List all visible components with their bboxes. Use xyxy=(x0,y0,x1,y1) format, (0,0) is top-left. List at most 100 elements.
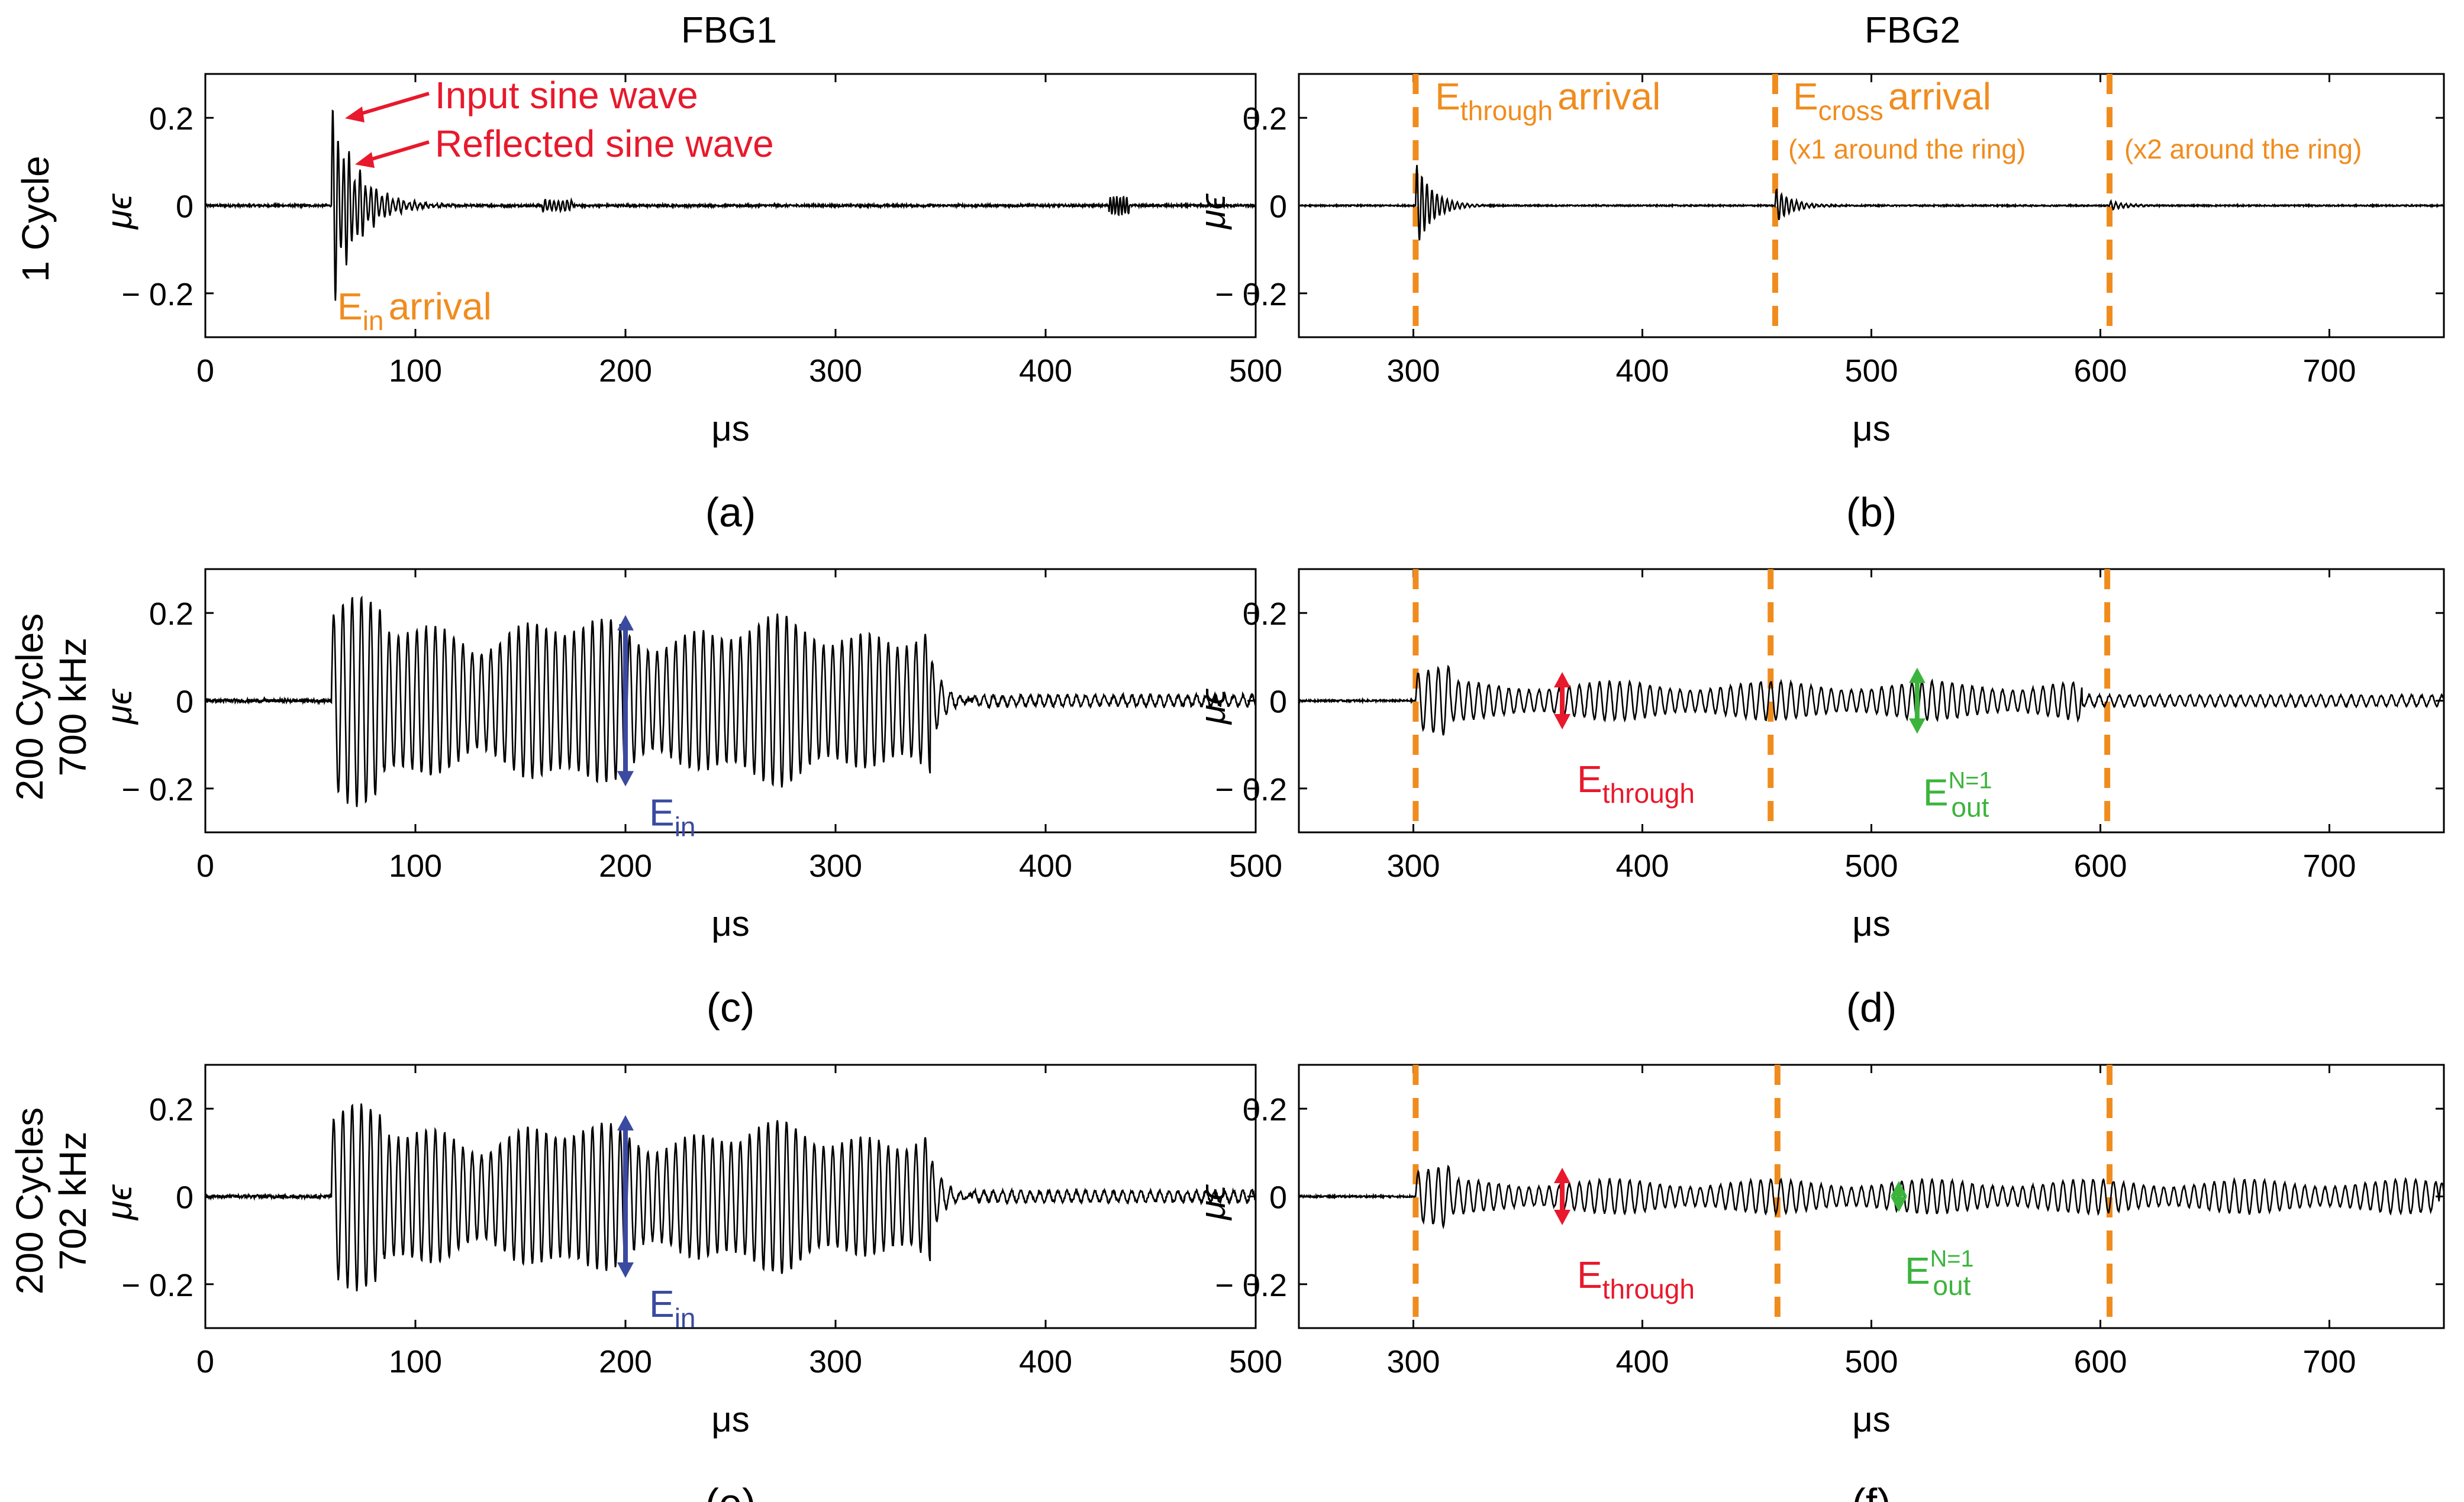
y-tick-label-a: 0.2 xyxy=(149,101,193,137)
x-tick-label-f: 400 xyxy=(1615,1344,1669,1380)
row-label-200-cycles-a: 200 Cycles xyxy=(8,613,51,801)
eout-label-f: EN=1 out xyxy=(1905,1246,1974,1301)
y-tick-label-d: 0.2 xyxy=(1243,596,1287,632)
x-axis-label-a: μs xyxy=(711,409,750,448)
x-tick-label-b: 700 xyxy=(2302,353,2356,389)
panel-caption-b: (b) xyxy=(1846,489,1897,535)
eout-label-d-main: E xyxy=(1923,771,1949,813)
x-tick-label-f: 700 xyxy=(2302,1344,2356,1380)
reflected-arrow-head xyxy=(355,152,375,168)
x-tick-label-c: 300 xyxy=(809,848,862,884)
x-tick-label-e: 0 xyxy=(196,1344,214,1380)
y-tick-label-a: − 0.2 xyxy=(121,277,193,312)
signal-trace-d xyxy=(1298,664,2445,736)
row-label-200-cycles-b: 200 Cycles xyxy=(8,1107,51,1295)
ethrough-label-f: Ethrough xyxy=(1577,1254,1695,1304)
x-tick-label-a: 0 xyxy=(196,353,214,389)
x-axis-label-f: μs xyxy=(1852,1400,1891,1439)
y-axis-label-e: μϵ xyxy=(99,1184,139,1221)
y-tick-label-e: 0.2 xyxy=(149,1092,193,1128)
ein-amplitude-arrow-e-head-top xyxy=(617,1115,634,1130)
y-tick-label-f: 0.2 xyxy=(1243,1092,1287,1128)
panel-a: 0.2 0 − 0.2 0 100 200 300 400 500 μs μϵ (a) Input si… xyxy=(99,73,1282,535)
column-title-fbg2: FBG2 xyxy=(1865,10,1960,51)
reflected-arrow-shaft xyxy=(365,140,430,163)
x-tick-label-c: 400 xyxy=(1019,848,1072,884)
x-tick-label-d: 600 xyxy=(2073,848,2127,884)
column-title-fbg1: FBG1 xyxy=(681,10,777,51)
ein-amplitude-arrow-c xyxy=(617,615,634,787)
x-tick-label-a: 300 xyxy=(809,353,862,389)
ein-arrival-label-main: E xyxy=(337,285,363,328)
y-tick-label-e: − 0.2 xyxy=(121,1268,193,1303)
ein-label-c-sub: in xyxy=(675,811,696,842)
x-tick-label-e: 200 xyxy=(599,1344,652,1380)
ethrough-label-d-main: E xyxy=(1577,758,1602,800)
panel-c: 0.2 0 − 0.2 0 100 200 300 400 500 μs μϵ (c) Ein xyxy=(99,568,1282,1031)
eout-label-d-sup: N=1 xyxy=(1949,768,1992,794)
panel-caption-c: (c) xyxy=(707,984,755,1031)
x-axis-label-d: μs xyxy=(1852,904,1891,944)
ein-amplitude-arrow-e xyxy=(617,1115,634,1278)
x-tick-label-f: 500 xyxy=(1844,1344,1898,1380)
ethrough-arrival-label-main: E xyxy=(1435,75,1460,118)
signal-trace-b xyxy=(1298,164,2444,241)
y-tick-label-c: − 0.2 xyxy=(121,772,193,807)
ein-arrival-label-rest: arrival xyxy=(389,285,492,328)
y-tick-label-a: 0 xyxy=(176,189,193,225)
x-tick-label-d: 400 xyxy=(1615,848,1669,884)
x-tick-label-e: 400 xyxy=(1019,1344,1072,1380)
y-tick-label-f: 0 xyxy=(1269,1180,1287,1216)
ethrough-arrival-label: Ethrough arrival xyxy=(1435,75,1660,126)
eout-amplitude-arrow-d-head-bottom xyxy=(1908,718,1926,734)
panel-e: 0.2 0 − 0.2 0 100 200 300 400 500 μs μϵ (e) Ein xyxy=(99,1064,1282,1502)
x-tick-label-b: 600 xyxy=(2073,353,2127,389)
y-tick-label-f: − 0.2 xyxy=(1215,1268,1287,1303)
eout-amplitude-arrow-f-head-top xyxy=(1890,1181,1907,1197)
x-tick-label-a: 100 xyxy=(389,353,442,389)
x-axis-label-e: μs xyxy=(711,1400,750,1439)
panel-caption-e: (e) xyxy=(705,1480,756,1502)
ein-arrival-label-sub: in xyxy=(363,305,384,336)
x-tick-label-b: 400 xyxy=(1615,353,1669,389)
ein-label-e-main: E xyxy=(649,1283,675,1325)
ecross-arrival-label: Ecross arrival xyxy=(1793,75,1991,126)
y-tick-label-b: 0.2 xyxy=(1243,101,1287,137)
eout-amplitude-arrow-d xyxy=(1908,667,1926,734)
x2-around-ring-label: (x2 around the ring) xyxy=(2124,134,2362,164)
x-tick-label-a: 200 xyxy=(599,353,652,389)
ein-label-e: Ein xyxy=(649,1283,696,1333)
eout-label-f-sup: N=1 xyxy=(1930,1246,1974,1272)
eout-amplitude-arrow-d-head-top xyxy=(1908,667,1926,683)
x-tick-label-d: 500 xyxy=(1844,848,1898,884)
ein-amplitude-arrow-c-head-top xyxy=(617,615,634,631)
panel-caption-f: (f) xyxy=(1852,1480,1891,1502)
input-arrow-head xyxy=(345,106,365,122)
x-axis-label-b: μs xyxy=(1852,409,1891,448)
row-label-702-khz: 702 kHz xyxy=(51,1132,94,1271)
ethrough-amplitude-arrow-d xyxy=(1554,672,1571,729)
ecross-arrival-label-rest: arrival xyxy=(1888,75,1991,118)
y-tick-label-e: 0 xyxy=(176,1180,193,1216)
input-arrow-shaft xyxy=(354,92,430,117)
signal-trace-c xyxy=(204,595,1257,807)
eout-label-f-sub: out xyxy=(1933,1270,1970,1301)
eout-label-d-sub: out xyxy=(1951,792,1989,823)
x-tick-label-d: 700 xyxy=(2302,848,2356,884)
input-sine-wave-label: Input sine wave xyxy=(435,74,698,117)
ein-label-c-main: E xyxy=(649,791,675,834)
row-label-700-khz: 700 kHz xyxy=(51,638,94,777)
x-tick-label-a: 500 xyxy=(1229,353,1282,389)
panel-f: 0.20− 0.2300400500600700μsμϵ(f)EthroughE… xyxy=(1193,1064,2445,1502)
ethrough-amplitude-arrow-d-head-top xyxy=(1554,672,1571,687)
panel-caption-d: (d) xyxy=(1846,984,1897,1031)
x1-around-ring-label: (x1 around the ring) xyxy=(1788,134,2026,164)
x-tick-label-e: 100 xyxy=(389,1344,442,1380)
y-tick-label-d: − 0.2 xyxy=(1215,772,1287,807)
ethrough-label-d-sub: through xyxy=(1602,778,1695,809)
ein-amplitude-arrow-c-head-bottom xyxy=(617,771,634,787)
y-tick-label-d: 0 xyxy=(1269,684,1287,720)
ecross-arrival-label-main: E xyxy=(1793,75,1818,118)
